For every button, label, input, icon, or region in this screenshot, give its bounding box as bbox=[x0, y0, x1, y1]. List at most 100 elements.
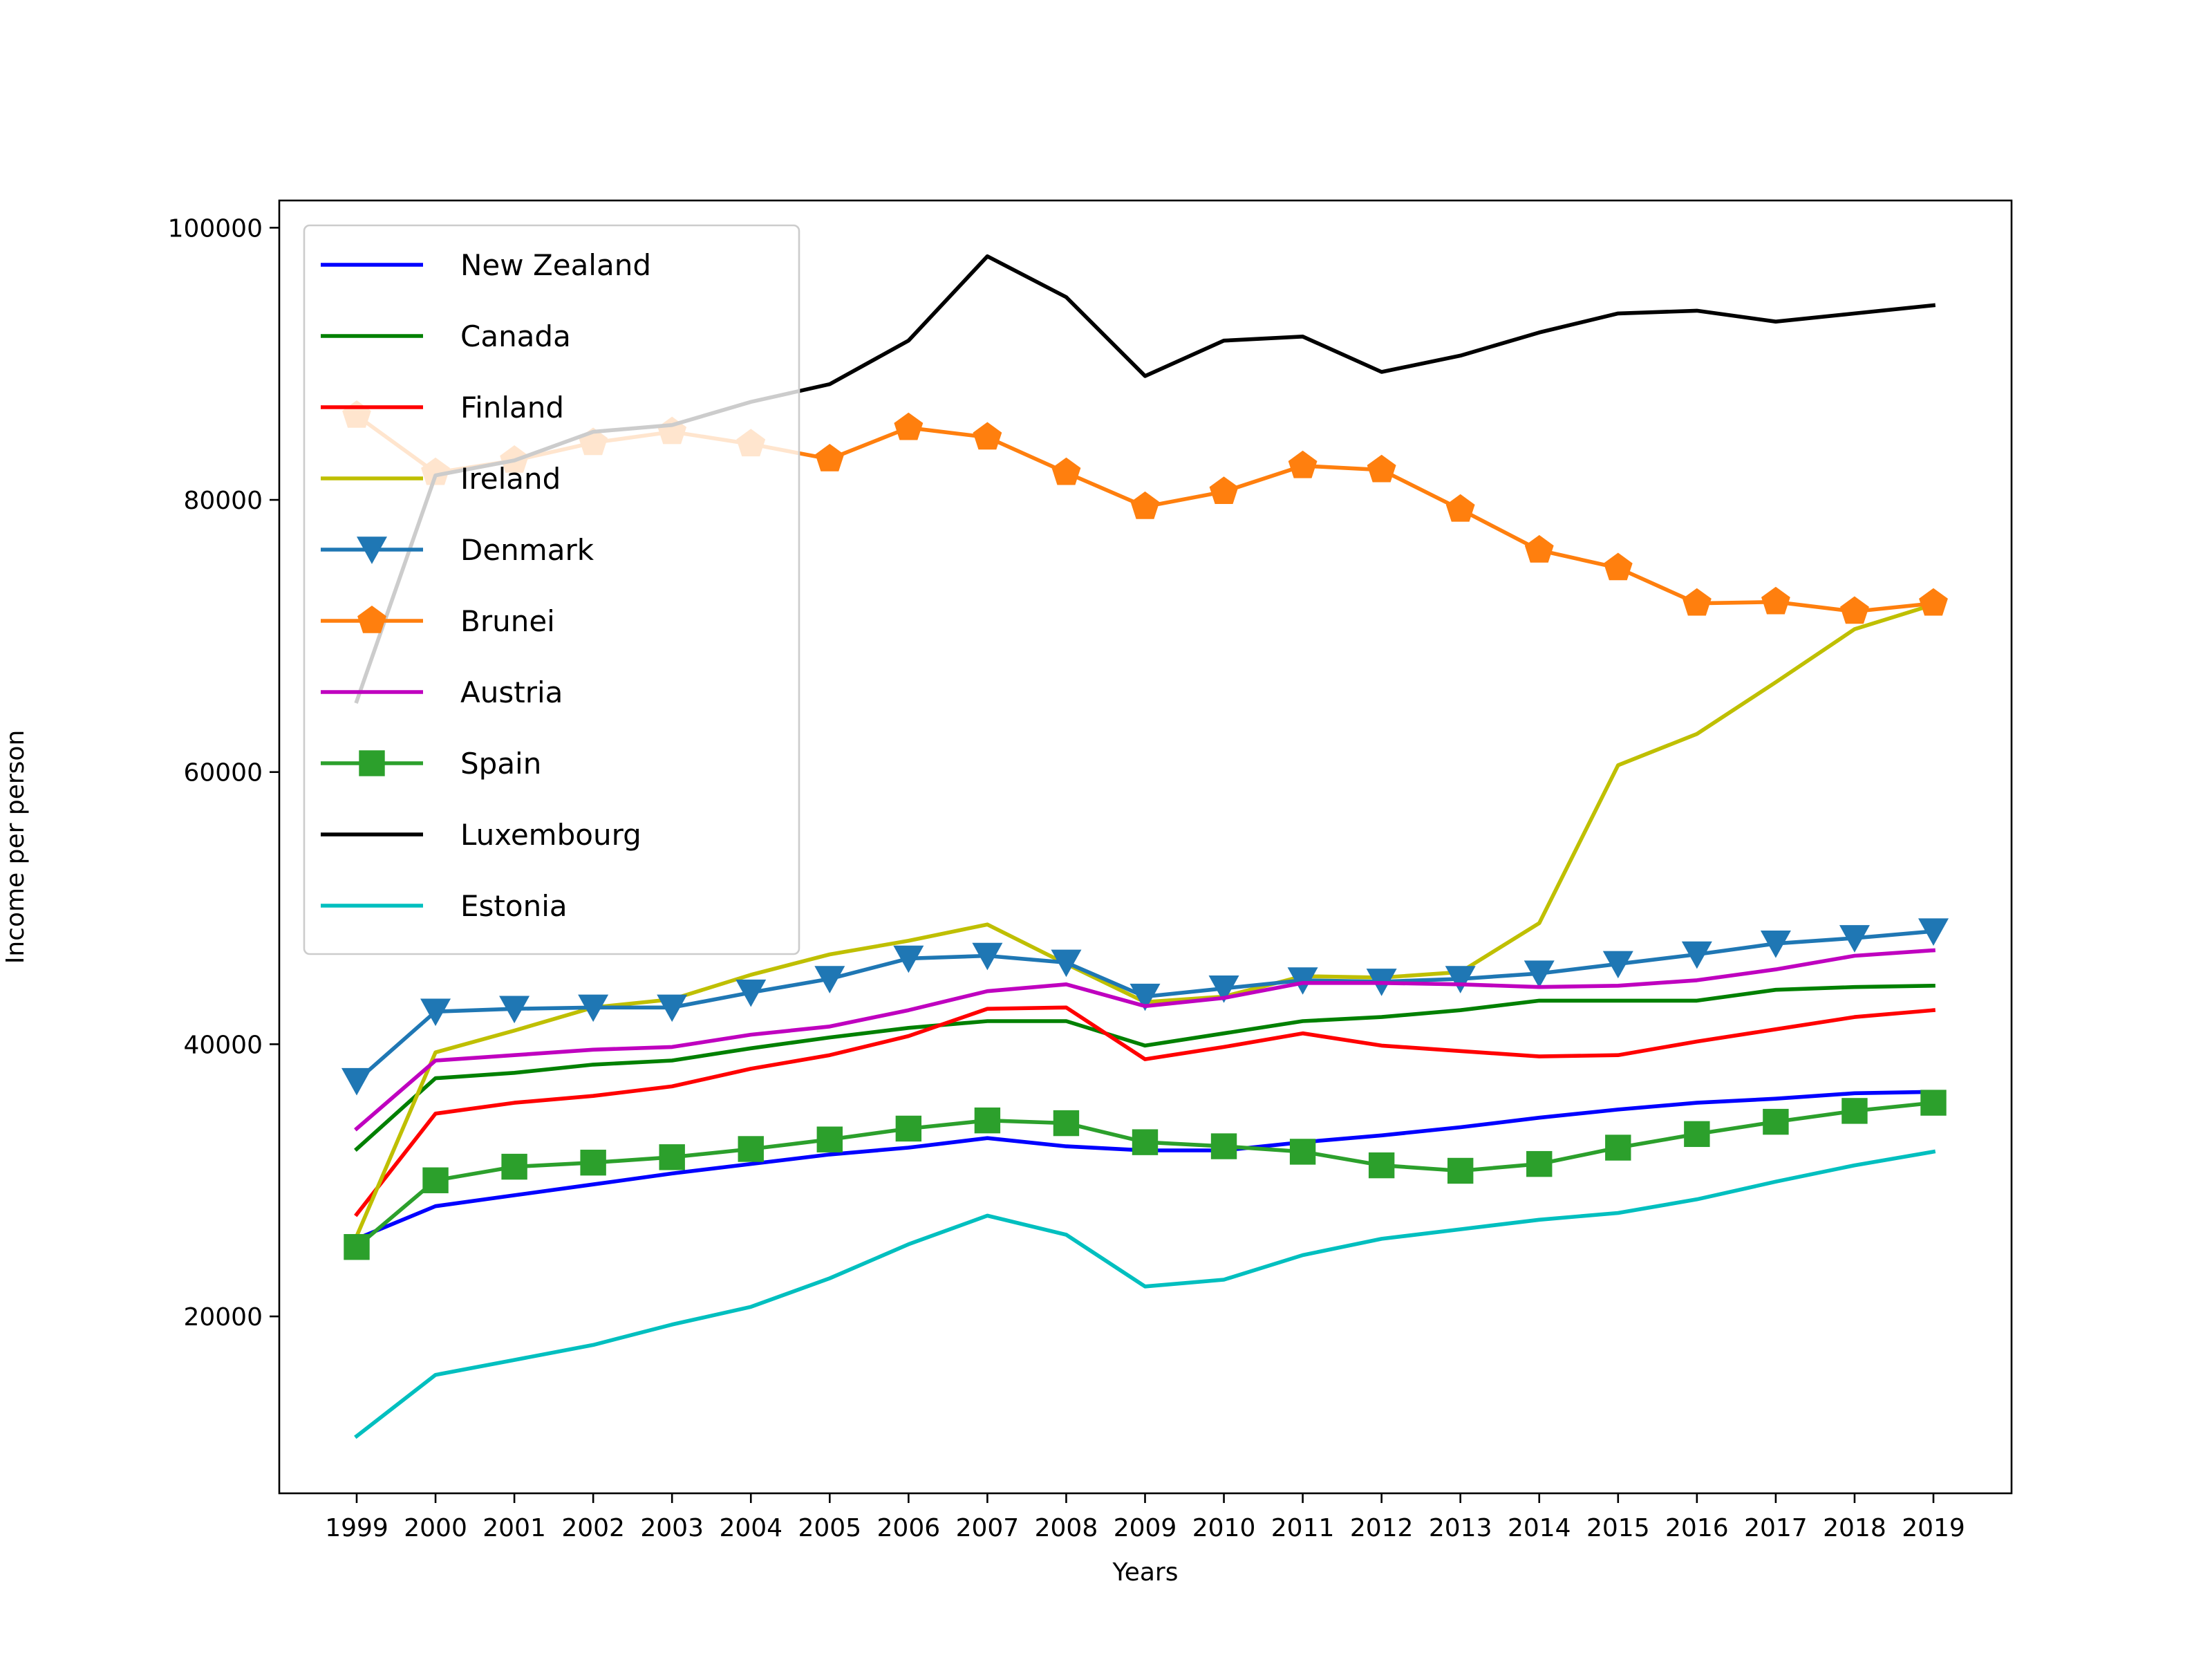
legend-label: Canada bbox=[460, 319, 571, 353]
legend-box bbox=[303, 224, 800, 955]
x-tick-label: 1999 bbox=[325, 1514, 388, 1542]
data-point-brunei bbox=[973, 422, 1002, 450]
x-tick-label: 2007 bbox=[956, 1514, 1020, 1542]
series-line-austria bbox=[354, 948, 1936, 1132]
data-point-spain bbox=[1289, 1139, 1316, 1165]
data-point-denmark bbox=[499, 996, 530, 1024]
series-line-estonia bbox=[354, 1149, 1936, 1439]
legend-marker bbox=[359, 750, 385, 776]
axis-layer: 1999 2000 2001 2002 2003 2004 2005 2006 2007 2008… bbox=[168, 214, 1965, 1542]
data-point-brunei bbox=[1524, 534, 1554, 563]
x-tick-label: 2004 bbox=[719, 1514, 782, 1542]
series-line-canada bbox=[354, 983, 1936, 1152]
data-point-spain bbox=[659, 1144, 685, 1170]
x-tick-label: 2002 bbox=[561, 1514, 625, 1542]
legend-item-austria: Austria bbox=[321, 675, 563, 709]
data-point-spain bbox=[1368, 1152, 1395, 1179]
legend-marker bbox=[357, 536, 387, 564]
legend-item-new-zealand: New Zealand bbox=[321, 248, 651, 282]
data-point-spain bbox=[974, 1107, 1001, 1134]
series-austria bbox=[354, 948, 1936, 1132]
legend-label: Ireland bbox=[460, 462, 561, 496]
data-point-denmark bbox=[1839, 925, 1870, 953]
legend-item-ireland: Ireland bbox=[321, 462, 561, 496]
series-denmark bbox=[341, 918, 1949, 1096]
x-tick-label: 2009 bbox=[1114, 1514, 1177, 1542]
x-tick-label: 2006 bbox=[877, 1514, 941, 1542]
data-point-brunei bbox=[1209, 476, 1239, 504]
data-point-spain bbox=[1920, 1090, 1947, 1116]
y-tick-label: 40000 bbox=[183, 1031, 263, 1059]
data-point-brunei bbox=[1288, 450, 1318, 478]
data-point-spain bbox=[501, 1153, 527, 1180]
data-point-denmark bbox=[657, 994, 688, 1023]
data-point-brunei bbox=[1761, 586, 1790, 615]
y-tick-label: 100000 bbox=[168, 214, 263, 243]
data-point-denmark bbox=[341, 1067, 372, 1096]
data-point-spain bbox=[895, 1115, 922, 1142]
series-line-finland bbox=[354, 1005, 1936, 1217]
data-point-denmark bbox=[1681, 941, 1712, 969]
x-tick-label: 2018 bbox=[1823, 1514, 1886, 1542]
data-point-denmark bbox=[1445, 966, 1476, 993]
data-point-brunei bbox=[1130, 491, 1160, 519]
data-point-denmark bbox=[735, 979, 767, 1007]
legend-label: Finland bbox=[460, 391, 564, 424]
x-tick-label: 2001 bbox=[482, 1514, 546, 1542]
data-point-brunei bbox=[1840, 596, 1869, 624]
data-point-brunei bbox=[815, 444, 845, 471]
x-tick-label: 2019 bbox=[1902, 1514, 1965, 1542]
x-tick-label: 2003 bbox=[640, 1514, 704, 1542]
y-tick-label: 20000 bbox=[183, 1303, 263, 1332]
data-point-brunei bbox=[1445, 494, 1475, 522]
data-point-denmark bbox=[1051, 949, 1082, 978]
legend-item-canada: Canada bbox=[321, 319, 571, 353]
data-point-denmark bbox=[1602, 951, 1633, 979]
data-point-denmark bbox=[893, 945, 924, 973]
series-spain bbox=[344, 1090, 1947, 1260]
legend-label: New Zealand bbox=[460, 248, 651, 282]
legend-item-brunei: Brunei bbox=[321, 604, 555, 638]
series-canada bbox=[354, 983, 1936, 1152]
data-point-spain bbox=[1210, 1133, 1237, 1159]
legend-item-estonia: Estonia bbox=[321, 889, 568, 923]
legend-item-spain: Spain bbox=[321, 747, 541, 781]
legend-label: Estonia bbox=[460, 889, 568, 923]
data-point-denmark bbox=[972, 942, 1003, 971]
legend: New Zealand Canada Finland Ireland Denmark Br… bbox=[303, 224, 800, 955]
data-point-brunei bbox=[1603, 552, 1633, 581]
legend-item-luxembourg: Luxembourg bbox=[321, 818, 641, 852]
x-tick-label: 2017 bbox=[1744, 1514, 1808, 1542]
x-tick-label: 2011 bbox=[1271, 1514, 1335, 1542]
legend-label: Austria bbox=[460, 675, 563, 709]
x-tick-label: 2005 bbox=[798, 1514, 861, 1542]
data-point-denmark bbox=[814, 966, 845, 993]
x-tick-label: 2016 bbox=[1665, 1514, 1729, 1542]
data-point-denmark bbox=[420, 998, 451, 1027]
data-point-denmark bbox=[578, 994, 609, 1023]
series-finland bbox=[354, 1005, 1936, 1217]
data-point-denmark bbox=[1918, 918, 1949, 946]
x-tick-label: 2014 bbox=[1508, 1514, 1571, 1542]
x-axis-label: Years bbox=[1112, 1558, 1179, 1587]
data-point-spain bbox=[422, 1167, 449, 1193]
legend-label: Luxembourg bbox=[460, 818, 641, 852]
data-point-spain bbox=[1526, 1150, 1553, 1177]
data-point-spain bbox=[1605, 1135, 1631, 1161]
x-tick-label: 2010 bbox=[1192, 1514, 1256, 1542]
data-point-denmark bbox=[1524, 960, 1555, 988]
data-point-brunei bbox=[1682, 588, 1712, 616]
data-point-brunei bbox=[1367, 454, 1396, 483]
data-point-brunei bbox=[1051, 457, 1081, 485]
data-point-denmark bbox=[1130, 983, 1161, 1011]
data-point-spain bbox=[816, 1126, 843, 1152]
data-point-spain bbox=[1841, 1098, 1868, 1124]
data-point-denmark bbox=[1760, 931, 1791, 958]
data-point-spain bbox=[1684, 1121, 1710, 1148]
data-point-spain bbox=[580, 1149, 606, 1176]
data-point-spain bbox=[738, 1136, 764, 1162]
x-tick-label: 2012 bbox=[1350, 1514, 1414, 1542]
data-point-brunei bbox=[894, 412, 924, 440]
x-tick-label: 2008 bbox=[1035, 1514, 1098, 1542]
